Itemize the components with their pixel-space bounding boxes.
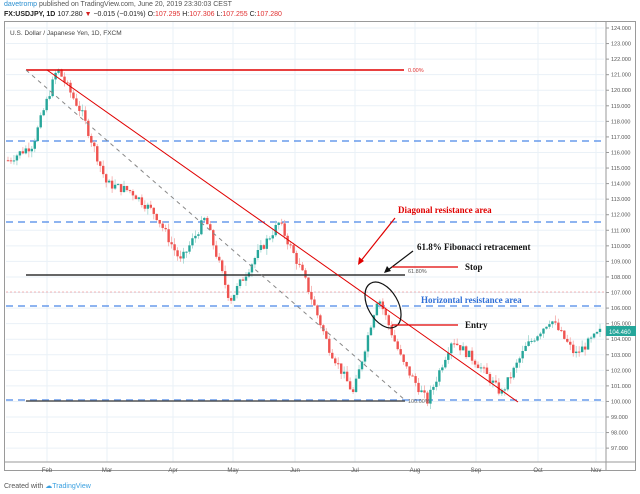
- published-text: published on TradingView.com, June 20, 2…: [39, 1, 232, 8]
- chart-title: U.S. Dollar / Japanese Yen, 1D, FXCM: [10, 30, 122, 37]
- fib-618-label: 61.80%: [408, 269, 427, 275]
- fib-0-label: 0.00%: [408, 68, 424, 74]
- price-tick-label: 104.000: [611, 337, 631, 343]
- price-tick-label: 101.000: [611, 384, 631, 390]
- last-price: 107.280: [57, 11, 83, 18]
- price-tick-label: 118.000: [611, 119, 630, 125]
- highlight-ellipse: [364, 281, 402, 329]
- price-tick-label: 123.000: [611, 42, 631, 48]
- price-tick-label: 120.000: [611, 88, 631, 94]
- time-axis[interactable]: Feb Mar Apr May Jun Jul Aug Sep Oct Nov: [42, 468, 602, 474]
- price-tick-label: 122.000: [611, 57, 631, 63]
- publish-info: davetromp published on TradingView.com, …: [4, 1, 232, 8]
- footer: Created with ☁TradingView: [4, 482, 91, 490]
- price-tick-label: 99.000: [611, 415, 628, 421]
- price-tick-label: 112.000: [611, 213, 630, 219]
- entry-label: Entry: [465, 320, 488, 330]
- price-axis[interactable]: 124.000 123.000 122.000 121.000 120.000 119.0…: [606, 26, 631, 452]
- high-label: H:: [182, 11, 190, 18]
- price-tick-label: 103.000: [611, 353, 631, 359]
- tradingview-logo-icon[interactable]: ☁: [45, 483, 53, 490]
- price-tick-label: 119.000: [611, 104, 630, 110]
- time-tick-label: Oct: [533, 468, 543, 474]
- last-price-tag-text: 104.460: [609, 330, 631, 336]
- price-tick-label: 108.000: [611, 275, 631, 281]
- price-tick-label: 105.000: [611, 322, 631, 328]
- stop-label: Stop: [465, 262, 483, 272]
- price-tick-label: 124.000: [611, 26, 631, 32]
- price-tick-label: 110.000: [611, 244, 630, 250]
- time-tick-label: Aug: [410, 468, 421, 474]
- time-tick-label: Feb: [42, 468, 53, 474]
- price-tick-label: 116.000: [611, 150, 630, 156]
- chart-frame[interactable]: [4, 21, 636, 471]
- price-tick-label: 121.000: [611, 73, 631, 79]
- arrow-head-icon: [384, 266, 391, 273]
- diagonal-resistance-label: Diagonal resistance area: [398, 205, 492, 215]
- created-with-text: Created with: [4, 483, 44, 490]
- change: −0.015 (−0.01%): [93, 11, 146, 18]
- price-tick-label: 114.000: [611, 182, 630, 188]
- price-tick-label: 115.000: [611, 166, 630, 172]
- fib-100-label: 100.00%: [408, 399, 430, 405]
- down-triangle-icon: ▼: [84, 11, 92, 18]
- price-tick-label: 100.000: [611, 399, 631, 405]
- price-tick-label: 97.000: [611, 446, 628, 452]
- candlesticks: [6, 68, 602, 410]
- symbol: FX:USDJPY, 1D: [4, 11, 56, 18]
- fib-diagonal-line: [25, 69, 406, 401]
- time-tick-label: Sep: [471, 468, 482, 474]
- price-tick-label: 98.000: [611, 431, 628, 437]
- price-tick-label: 113.000: [611, 197, 630, 203]
- time-tick-label: Mar: [102, 468, 112, 474]
- close-value: 107.280: [256, 11, 282, 18]
- price-tick-label: 109.000: [611, 259, 631, 265]
- close-label: C:: [249, 11, 257, 18]
- symbol-info: FX:USDJPY, 1D 107.280 ▼ −0.015 (−0.01%) …: [4, 11, 282, 18]
- time-tick-label: Nov: [591, 468, 602, 474]
- author-link[interactable]: davetromp: [4, 1, 38, 8]
- open-label: O:: [147, 11, 155, 18]
- last-price-tag: [606, 326, 636, 336]
- fibonacci-label: 61.8% Fibonacci retracement: [417, 242, 531, 252]
- dashed-levels: [6, 140, 604, 401]
- time-tick-label: Jun: [290, 468, 300, 474]
- time-tick-label: Apr: [168, 468, 177, 474]
- price-tick-label: 111.000: [611, 228, 630, 234]
- horizontal-resistance-label: Horizontal resistance area: [421, 295, 522, 305]
- low-value: 107.255: [222, 11, 248, 18]
- arrow-head-icon: [358, 257, 364, 265]
- high-value: 107.306: [189, 11, 215, 18]
- price-tick-label: 102.000: [611, 368, 631, 374]
- price-tick-label: 117.000: [611, 135, 630, 141]
- low-label: L:: [216, 11, 223, 18]
- open-value: 107.295: [154, 11, 181, 18]
- time-tick-label: Jul: [351, 468, 359, 474]
- price-tick-label: 107.000: [611, 291, 631, 297]
- time-tick-label: May: [227, 468, 238, 474]
- tradingview-brand[interactable]: TradingView: [52, 483, 91, 490]
- diagonal-resistance-trendline[interactable]: [46, 69, 519, 403]
- diagonal-arrow: [359, 217, 396, 263]
- price-tick-label: 106.000: [611, 306, 631, 312]
- grid: [6, 22, 604, 462]
